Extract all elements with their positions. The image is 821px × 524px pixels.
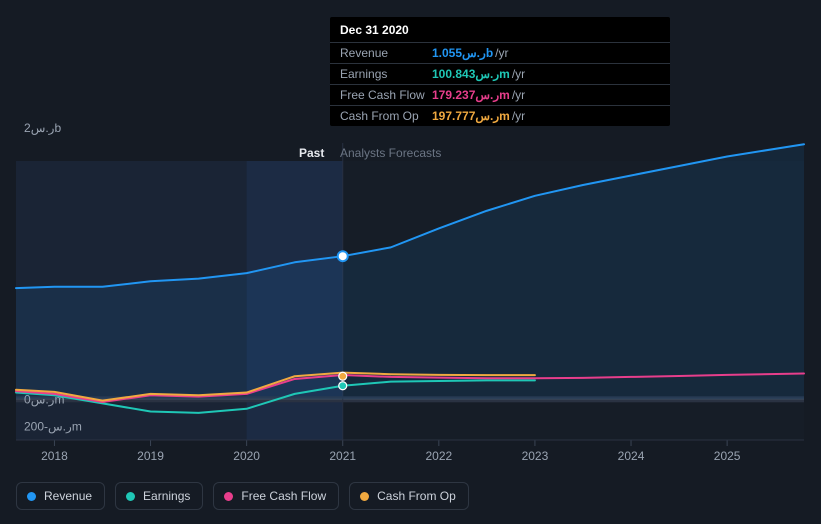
past-label: Past xyxy=(299,146,324,160)
legend-dot-icon xyxy=(27,492,36,501)
tooltip-row-suffix: /yr xyxy=(512,88,525,102)
tooltip-row-label: Revenue xyxy=(340,46,432,60)
svg-text:2023: 2023 xyxy=(522,449,549,463)
svg-text:2025: 2025 xyxy=(714,449,741,463)
legend-item-earnings[interactable]: Earnings xyxy=(115,482,203,510)
tooltip-row-suffix: /yr xyxy=(512,109,525,123)
tooltip-row-value: ر.س197.777 xyxy=(432,109,499,123)
tooltip-row-unit: m xyxy=(499,88,510,102)
tooltip-row-unit: m xyxy=(499,109,510,123)
tooltip-row-label: Free Cash Flow xyxy=(340,88,432,102)
chart-tooltip: Dec 31 2020 Revenueر.س1.055b /yrEarnings… xyxy=(330,17,670,126)
tooltip-row-unit: b xyxy=(486,46,493,60)
tooltip-row-label: Earnings xyxy=(340,67,432,81)
legend-item-label: Free Cash Flow xyxy=(241,489,326,503)
legend-item-label: Cash From Op xyxy=(377,489,456,503)
tooltip-row-value: ر.س1.055 xyxy=(432,46,486,60)
legend-dot-icon xyxy=(126,492,135,501)
tooltip-date: Dec 31 2020 xyxy=(330,17,670,42)
tooltip-row: Revenueر.س1.055b /yr xyxy=(330,42,670,63)
svg-text:2022: 2022 xyxy=(425,449,452,463)
forecast-label: Analysts Forecasts xyxy=(340,146,441,160)
legend-dot-icon xyxy=(360,492,369,501)
legend-item-label: Earnings xyxy=(143,489,190,503)
chart-legend: Revenue Earnings Free Cash Flow Cash From O… xyxy=(16,482,469,510)
tooltip-row-unit: m xyxy=(499,67,510,81)
tooltip-row: Earningsر.س100.843m /yr xyxy=(330,63,670,84)
legend-item-fcf[interactable]: Free Cash Flow xyxy=(213,482,339,510)
svg-text:2020: 2020 xyxy=(233,449,260,463)
legend-dot-icon xyxy=(224,492,233,501)
legend-item-label: Revenue xyxy=(44,489,92,503)
svg-text:2019: 2019 xyxy=(137,449,164,463)
svg-text:2018: 2018 xyxy=(41,449,68,463)
tooltip-row-value: ر.س100.843 xyxy=(432,67,499,81)
tooltip-row-suffix: /yr xyxy=(512,67,525,81)
svg-text:2024: 2024 xyxy=(618,449,645,463)
legend-item-revenue[interactable]: Revenue xyxy=(16,482,105,510)
legend-item-cfo[interactable]: Cash From Op xyxy=(349,482,469,510)
tooltip-row-value: ر.س179.237 xyxy=(432,88,499,102)
tooltip-row: Free Cash Flowر.س179.237m /yr xyxy=(330,84,670,105)
tooltip-row-label: Cash From Op xyxy=(340,109,432,123)
financial-chart[interactable]: ر.س2bر.س0mر.س-200m2018201920202021202220… xyxy=(0,0,821,524)
svg-text:ر.س2b: ر.س2b xyxy=(24,121,61,135)
tooltip-row-suffix: /yr xyxy=(495,46,508,60)
svg-text:ر.س-200m: ر.س-200m xyxy=(24,419,82,433)
svg-text:2021: 2021 xyxy=(329,449,356,463)
tooltip-row: Cash From Opر.س197.777m /yr xyxy=(330,105,670,126)
